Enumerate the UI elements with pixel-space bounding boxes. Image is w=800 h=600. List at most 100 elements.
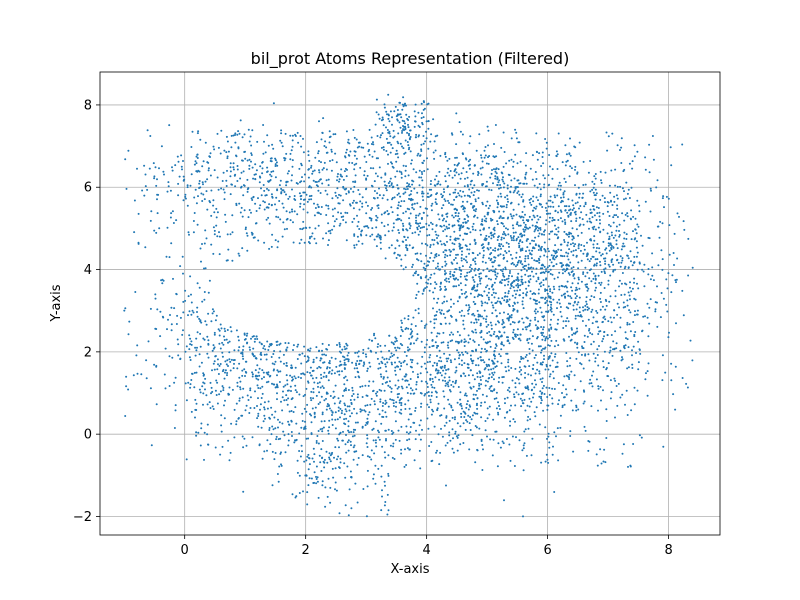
data-point bbox=[604, 308, 607, 311]
data-point bbox=[239, 211, 242, 214]
data-point bbox=[546, 311, 549, 314]
data-point bbox=[542, 162, 545, 165]
grid-lines bbox=[100, 72, 720, 535]
data-point bbox=[626, 367, 629, 370]
data-point bbox=[380, 350, 383, 353]
data-point bbox=[574, 146, 577, 149]
data-point bbox=[486, 294, 489, 297]
data-point bbox=[346, 354, 349, 357]
data-point bbox=[513, 279, 516, 282]
data-point bbox=[443, 376, 446, 379]
data-point bbox=[202, 183, 204, 186]
data-point bbox=[524, 257, 527, 260]
data-point bbox=[512, 418, 515, 421]
data-point bbox=[223, 417, 226, 420]
data-point bbox=[484, 146, 487, 148]
data-point bbox=[184, 193, 187, 196]
data-point bbox=[225, 135, 228, 138]
data-point bbox=[313, 460, 315, 463]
data-point bbox=[518, 141, 521, 144]
data-point bbox=[417, 233, 420, 236]
data-point bbox=[563, 177, 566, 180]
data-point bbox=[552, 370, 555, 373]
data-point bbox=[493, 256, 496, 259]
data-point bbox=[182, 311, 185, 314]
data-point bbox=[376, 196, 379, 199]
data-point bbox=[390, 143, 393, 146]
data-point bbox=[561, 268, 564, 271]
data-point bbox=[155, 184, 158, 187]
data-point bbox=[279, 452, 282, 455]
data-point bbox=[546, 337, 549, 340]
data-point bbox=[145, 377, 148, 380]
data-point bbox=[631, 363, 634, 366]
data-point bbox=[477, 293, 480, 296]
data-point bbox=[551, 359, 554, 362]
data-point bbox=[398, 347, 401, 350]
data-point bbox=[299, 227, 302, 230]
data-point bbox=[493, 371, 496, 374]
data-point bbox=[435, 267, 437, 270]
data-point bbox=[607, 362, 610, 365]
data-point bbox=[482, 317, 485, 320]
data-point bbox=[414, 409, 417, 412]
data-point bbox=[495, 172, 498, 175]
data-point bbox=[397, 132, 400, 135]
data-point bbox=[473, 209, 475, 212]
data-point bbox=[445, 213, 448, 216]
data-point bbox=[398, 101, 401, 104]
data-point bbox=[556, 188, 559, 190]
data-point bbox=[182, 329, 184, 332]
data-point bbox=[574, 317, 577, 320]
data-point bbox=[347, 425, 350, 428]
data-point bbox=[543, 230, 545, 233]
data-point bbox=[598, 211, 601, 214]
data-point bbox=[355, 412, 358, 415]
data-point bbox=[419, 467, 422, 470]
data-point bbox=[584, 203, 587, 206]
data-point bbox=[312, 447, 315, 450]
data-point bbox=[203, 267, 205, 270]
data-point bbox=[567, 198, 570, 201]
data-point bbox=[432, 307, 434, 310]
data-point bbox=[616, 302, 619, 305]
data-point bbox=[296, 131, 299, 134]
data-point bbox=[483, 238, 486, 241]
data-point bbox=[400, 362, 403, 365]
data-point bbox=[570, 297, 573, 300]
data-point bbox=[417, 290, 420, 293]
data-point bbox=[274, 410, 277, 413]
data-point bbox=[494, 124, 497, 126]
data-point bbox=[589, 298, 592, 301]
data-point bbox=[399, 205, 402, 208]
data-point bbox=[350, 412, 353, 415]
data-point bbox=[595, 310, 598, 312]
data-point bbox=[325, 168, 328, 171]
data-point bbox=[421, 121, 424, 124]
data-point bbox=[456, 262, 459, 265]
data-point bbox=[200, 361, 203, 364]
data-point bbox=[537, 278, 540, 281]
data-point bbox=[542, 284, 545, 286]
data-point bbox=[256, 338, 259, 340]
data-point bbox=[338, 466, 340, 469]
data-point bbox=[516, 301, 519, 304]
data-point bbox=[512, 286, 515, 289]
data-point bbox=[337, 455, 340, 458]
data-point bbox=[384, 399, 387, 402]
data-point bbox=[518, 193, 521, 196]
data-point bbox=[485, 204, 488, 207]
data-point bbox=[370, 219, 373, 222]
data-point bbox=[377, 429, 379, 432]
data-point bbox=[479, 167, 482, 170]
data-point bbox=[441, 219, 444, 222]
data-point bbox=[582, 309, 585, 312]
data-point bbox=[352, 458, 355, 461]
data-point bbox=[638, 204, 641, 207]
data-point bbox=[497, 442, 500, 445]
data-point bbox=[383, 451, 386, 454]
data-point bbox=[386, 376, 389, 379]
data-point bbox=[542, 174, 545, 177]
data-point bbox=[279, 350, 282, 353]
data-point bbox=[614, 268, 617, 271]
